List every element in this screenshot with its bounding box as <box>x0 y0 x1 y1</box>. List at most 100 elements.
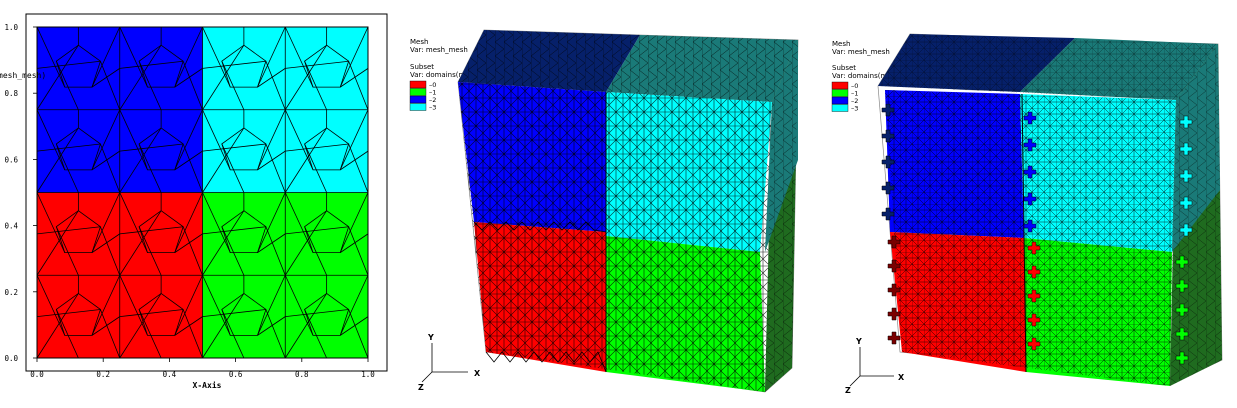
plus-marker <box>881 155 895 169</box>
legend-entry-2: –2 <box>409 95 436 104</box>
plus-marker <box>1179 196 1193 210</box>
plus-marker <box>1023 219 1037 233</box>
plus-marker <box>1179 169 1193 183</box>
plus-marker <box>1023 111 1037 125</box>
legend-swatch <box>831 81 849 90</box>
y-tick-label: 0.8 <box>4 89 18 98</box>
mesh-cell <box>119 275 203 359</box>
y-axis-ticks: 0.0 0.2 0.4 0.6 0.8 1.0 <box>4 23 37 363</box>
plus-marker <box>1027 337 1041 351</box>
axis-triad-right: Y X Z <box>845 337 905 395</box>
y-tick-label: 0.4 <box>4 222 18 231</box>
plus-marker <box>1027 289 1041 303</box>
x-tick-label: 0.0 <box>30 370 44 379</box>
plus-marker <box>881 103 895 117</box>
plus-marker <box>1023 192 1037 206</box>
plus-marker <box>1179 223 1193 237</box>
plus-marker <box>1023 138 1037 152</box>
cube-3d-triangle-mesh <box>457 29 799 393</box>
mesh-cell <box>202 192 286 276</box>
legend-entry-0: –0 <box>409 80 436 89</box>
mesh-cell <box>36 192 121 276</box>
mesh-cell <box>202 275 286 359</box>
legend-mesh-var: Var: mesh_mesh <box>410 46 468 54</box>
legend-entry-3: –3 <box>409 103 436 112</box>
mesh-cell <box>36 26 121 110</box>
ghost-zone-markers <box>881 103 1193 365</box>
triad-z-label: Z <box>845 386 851 395</box>
plus-marker <box>881 129 895 143</box>
mesh-lines <box>36 26 369 359</box>
triad-x-label: X <box>474 369 481 378</box>
legend-mesh-var: Var: mesh_mesh <box>832 48 890 56</box>
legend-label: –2 <box>851 97 858 105</box>
plus-marker <box>1175 351 1189 365</box>
legend-entry-3: –3 <box>831 104 858 113</box>
mesh-cell <box>119 109 203 193</box>
x-tick-label: 0.2 <box>96 370 110 379</box>
triad-x-label: X <box>898 373 905 382</box>
plus-marker <box>887 283 901 297</box>
x-tick-label: 0.8 <box>295 370 309 379</box>
triad-y-label: Y <box>427 333 434 342</box>
legend-label: –0 <box>429 81 436 89</box>
x-axis-ticks: 0.0 0.2 0.4 0.6 0.8 1.0 <box>30 358 375 379</box>
plus-marker <box>887 259 901 273</box>
plot-2d: 0.0 0.2 0.4 0.6 0.8 1.0 0.0 0.2 0.4 0.6 0.8 1.0 X-… <box>0 13 388 390</box>
plus-marker <box>1027 265 1041 279</box>
legend-label: –2 <box>429 96 436 104</box>
legend-swatch <box>831 96 849 105</box>
mesh-cell <box>284 26 369 110</box>
legend-swatch <box>409 103 427 111</box>
plus-marker <box>1175 303 1189 317</box>
legend-swatch <box>409 95 427 104</box>
legend-entry-1: –1 <box>409 88 436 97</box>
plus-marker <box>1175 279 1189 293</box>
plot-frame <box>25 13 388 372</box>
plus-marker <box>1175 255 1189 269</box>
legend-swatch <box>831 89 849 97</box>
mesh-cell <box>284 275 369 359</box>
legend-mesh-title: Mesh <box>410 38 428 46</box>
legend-label: –1 <box>851 90 858 98</box>
plus-marker <box>1179 142 1193 156</box>
mesh-cell <box>119 26 203 110</box>
legend-middle: Mesh Var: mesh_mesh Subset Var: domains(… <box>409 38 503 112</box>
legend-entry-0: –0 <box>831 81 858 90</box>
legend-swatch <box>409 88 427 96</box>
y-tick-label: 0.0 <box>4 354 18 363</box>
legend-subset-var: Var: domains(mesh_mesh) <box>410 71 503 79</box>
x-axis-title: X-Axis <box>193 380 222 390</box>
x-tick-label: 1.0 <box>361 370 375 379</box>
legend-swatch <box>409 80 427 89</box>
y-tick-label: 1.0 <box>4 23 18 32</box>
legend-label: –1 <box>429 89 436 97</box>
triad-y-label: Y <box>855 337 862 346</box>
mesh-cell <box>202 26 286 110</box>
legend-label: –0 <box>851 82 858 90</box>
mesh-cell <box>119 192 203 276</box>
mesh-cell <box>284 109 369 193</box>
plus-marker <box>881 207 895 221</box>
plus-marker <box>887 235 901 249</box>
legend-mesh-title: Mesh <box>832 40 850 48</box>
mesh-cell <box>202 109 286 193</box>
plus-marker <box>1179 115 1193 129</box>
legend-subset-title: Subset <box>832 64 856 72</box>
cube-3d-quad-mesh <box>877 33 1223 386</box>
legend-subset-var: Var: domains(mesh_mesh) <box>832 72 925 80</box>
plus-marker <box>1027 313 1041 327</box>
legend-subset-title: Subset <box>410 63 434 71</box>
x-tick-label: 0.6 <box>229 370 243 379</box>
mesh-cell <box>36 109 121 193</box>
x-tick-label: 0.4 <box>163 370 177 379</box>
plus-marker <box>881 181 895 195</box>
plus-marker <box>887 331 901 345</box>
plot-area-border <box>36 26 369 359</box>
legend-entry-2: –2 <box>831 96 858 105</box>
plus-marker <box>1175 327 1189 341</box>
plus-marker <box>887 307 901 321</box>
legend-entries: –0–1–2–3 <box>409 80 436 112</box>
triad-z-label: Z <box>418 383 424 392</box>
